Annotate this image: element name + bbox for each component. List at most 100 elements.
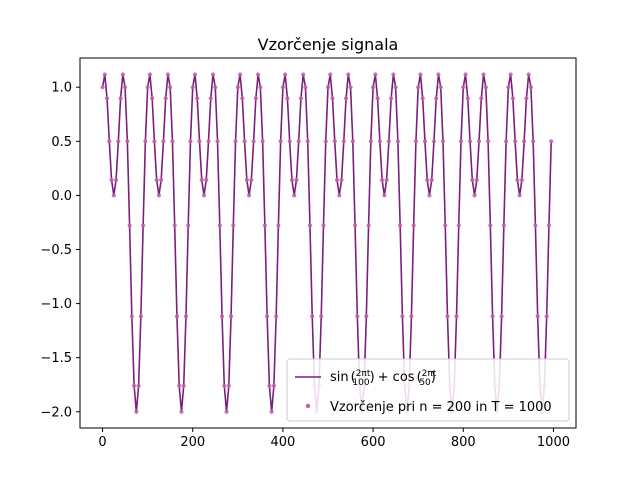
sample-point	[310, 314, 315, 319]
sample-point	[113, 177, 119, 183]
sample-point	[427, 193, 432, 198]
y-tick-label: −1.0	[40, 297, 72, 312]
y-tick-label: 0.0	[51, 189, 72, 204]
y-tick-label: −0.5	[40, 243, 72, 258]
sample-point	[485, 139, 491, 144]
sample-point	[346, 72, 351, 77]
sample-point	[467, 139, 473, 144]
sample-point	[217, 223, 222, 228]
sample-point	[393, 85, 398, 90]
sample-point	[253, 96, 258, 101]
sample-point	[195, 96, 200, 101]
sample-point	[368, 139, 373, 144]
sample-point	[210, 72, 216, 77]
sample-point	[298, 96, 304, 101]
sample-point	[172, 223, 177, 228]
sample-point	[420, 96, 425, 101]
sample-point	[515, 177, 520, 183]
sample-point	[249, 177, 254, 183]
sample-point	[287, 139, 292, 144]
x-tick-label: 200	[180, 435, 205, 450]
sample-point	[440, 139, 446, 144]
sample-point	[488, 223, 493, 228]
sample-point	[425, 177, 430, 183]
sample-point	[334, 177, 340, 183]
sample-point	[294, 177, 299, 183]
sample-point	[332, 139, 337, 144]
sample-point	[476, 139, 482, 144]
sample-point	[242, 139, 247, 144]
sample-point	[150, 96, 155, 101]
sample-point	[215, 139, 220, 144]
sample-point	[292, 193, 297, 198]
sample-point	[472, 193, 477, 198]
sample-point	[163, 96, 168, 101]
sample-point	[251, 139, 256, 144]
sample-point	[267, 383, 272, 388]
sample-point	[240, 96, 245, 101]
sample-point	[116, 139, 121, 144]
sample-point	[111, 193, 116, 198]
sample-point	[109, 177, 114, 183]
sample-point	[174, 314, 180, 319]
series-layer	[100, 72, 554, 414]
sample-point	[483, 85, 488, 90]
sample-point	[531, 139, 536, 144]
sample-point	[156, 193, 162, 198]
sample-point	[120, 72, 125, 77]
sample-point	[517, 193, 522, 198]
sample-point	[504, 139, 509, 144]
sample-point	[434, 96, 439, 101]
sample-point	[422, 139, 428, 144]
sample-point	[418, 72, 423, 77]
y-tick-label: −1.5	[40, 351, 72, 366]
sample-point	[136, 383, 141, 388]
sample-point	[549, 139, 554, 144]
sample-point	[400, 314, 405, 319]
sample-point	[231, 223, 236, 228]
sample-point	[510, 96, 515, 101]
sample-point	[343, 96, 349, 101]
x-tick-label: 800	[451, 435, 476, 450]
sample-point	[179, 409, 184, 414]
sample-point	[125, 139, 130, 144]
sample-point	[508, 72, 513, 77]
sample-point	[366, 223, 371, 228]
sample-point	[197, 139, 202, 144]
sample-point	[526, 72, 531, 77]
sample-point	[416, 85, 421, 90]
sample-point	[481, 72, 486, 77]
sample-point	[474, 177, 479, 183]
sample-point	[438, 85, 443, 90]
x-tick-label: 0	[98, 435, 106, 450]
x-tick-label: 600	[361, 435, 386, 450]
sample-point	[364, 314, 369, 319]
sample-point	[341, 139, 346, 144]
sample-point	[352, 223, 358, 228]
sample-point	[524, 96, 529, 101]
sample-point	[204, 177, 209, 183]
sample-point	[535, 314, 540, 319]
sample-point	[461, 85, 466, 90]
sample-point	[262, 223, 267, 228]
legend-label-scatter: Vzorčenje pri n = 200 in T = 1000	[330, 400, 552, 415]
sample-point	[465, 96, 470, 101]
sample-point	[154, 177, 159, 183]
sample-point	[161, 139, 166, 144]
sample-point	[269, 409, 274, 414]
sample-point	[305, 139, 310, 144]
sample-point	[208, 96, 213, 101]
sample-point	[201, 193, 207, 198]
sample-point	[188, 139, 193, 144]
sample-point	[370, 85, 376, 90]
sample-point	[100, 85, 105, 90]
sample-point	[506, 85, 511, 90]
sample-point	[134, 409, 139, 414]
sample-point	[237, 72, 243, 77]
sample-point	[283, 72, 288, 77]
sample-point	[431, 139, 437, 144]
sample-point	[143, 139, 148, 144]
sample-point	[479, 96, 484, 101]
sample-point	[228, 314, 234, 319]
sample-point	[456, 223, 461, 228]
